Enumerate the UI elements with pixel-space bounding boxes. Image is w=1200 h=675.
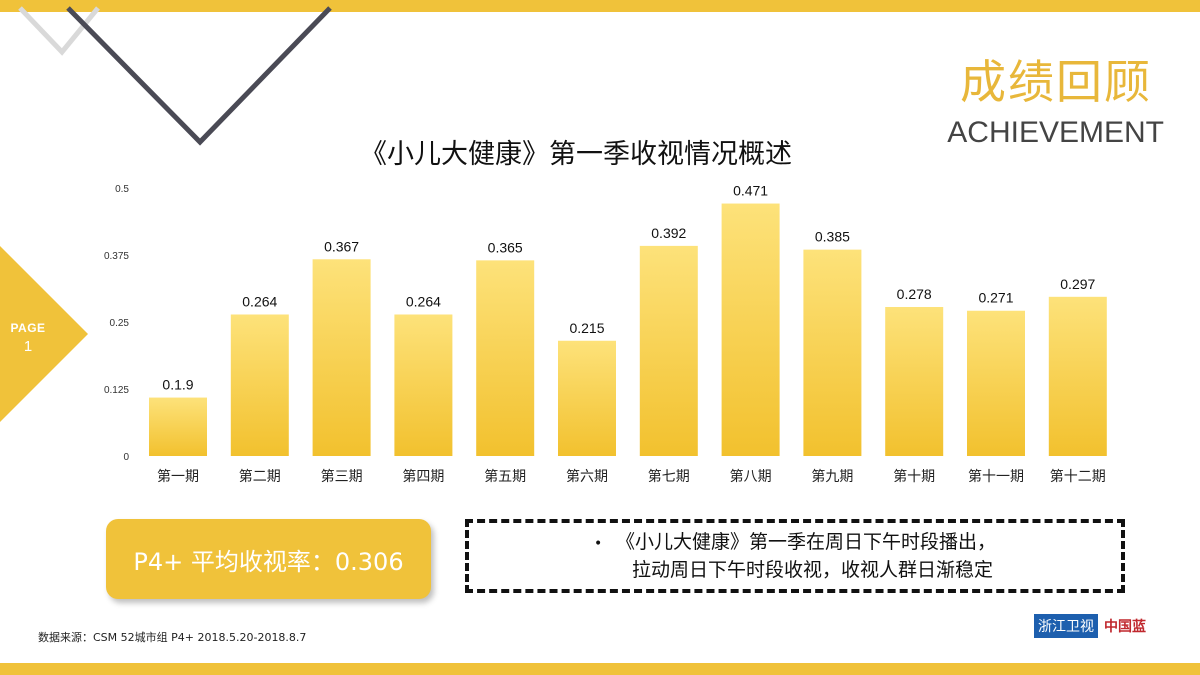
bar-value-label: 0.471 xyxy=(733,183,768,199)
bar xyxy=(312,259,371,456)
x-axis: 第一期 第二期 第三期 第四期 第五期 第六期 第七期 第八期 第九期 第十期 第十一期 第十二期 xyxy=(157,468,1106,485)
bar-value-label: 0.271 xyxy=(978,290,1013,306)
x-tick-label: 第六期 xyxy=(566,468,608,485)
page-number: 1 xyxy=(23,338,33,355)
x-tick-label: 第七期 xyxy=(648,468,690,485)
channel-logo: 浙江卫视 中国蓝 xyxy=(1034,614,1170,638)
x-tick-label: 第四期 xyxy=(402,468,444,485)
bar xyxy=(885,306,944,456)
corner-decoration xyxy=(18,6,332,146)
bar-value-label: 0.385 xyxy=(815,229,850,245)
bar xyxy=(149,397,207,456)
bar xyxy=(1048,296,1107,456)
average-rating-text: P4+ 平均收视率：0.306 xyxy=(133,547,404,576)
bottom-accent-bar xyxy=(0,663,1200,675)
x-tick-label: 第五期 xyxy=(484,468,526,485)
logo-zhejiang: 浙江卫视 xyxy=(1034,614,1098,638)
x-tick-label: 第十期 xyxy=(893,468,935,485)
data-source: 数据来源：CSM 52城市组 P4+ 2018.5.20-2018.8.7 xyxy=(38,631,307,644)
bar-value-label: 0.1.9 xyxy=(162,377,193,393)
note-line-2: 拉动周日下午时段收视，收视人群日渐稳定 xyxy=(631,559,993,581)
bar xyxy=(558,340,616,456)
bar-value-label: 0.297 xyxy=(1060,276,1095,292)
summary-note-box: • 《小儿大健康》第一季在周日下午时段播出， 拉动周日下午时段收视，收视人群日渐稳… xyxy=(465,519,1125,593)
note-line-1: • 《小儿大健康》第一季在周日下午时段播出， xyxy=(594,529,996,557)
bar xyxy=(394,314,453,456)
x-tick-label: 第十一期 xyxy=(968,468,1024,485)
data-labels: 0.1.9 0.264 0.367 0.264 0.365 0.215 0.392 0.471… xyxy=(162,183,1095,393)
y-tick-label: 0.125 xyxy=(104,385,129,396)
y-tick-label: 0.25 xyxy=(110,318,130,329)
bar xyxy=(230,314,289,456)
bar xyxy=(476,260,535,456)
y-tick-label: 0.375 xyxy=(104,251,129,262)
x-tick-label: 第八期 xyxy=(730,468,772,485)
bar xyxy=(639,245,698,456)
bar-value-label: 0.264 xyxy=(406,293,441,309)
bar-value-label: 0.392 xyxy=(651,225,686,241)
bars xyxy=(149,203,1107,456)
x-tick-label: 第二期 xyxy=(239,468,281,485)
bar xyxy=(967,310,1025,456)
bar-value-label: 0.278 xyxy=(897,286,932,302)
logo-china-blue: 中国蓝 xyxy=(1104,619,1146,635)
page-word: PAGE xyxy=(10,321,46,335)
x-tick-label: 第九期 xyxy=(811,468,853,485)
bar xyxy=(803,249,862,456)
top-accent-bar xyxy=(0,0,1200,12)
y-tick-label: 0 xyxy=(123,452,129,463)
bar-value-label: 0.365 xyxy=(488,239,523,255)
y-tick-label: 0.5 xyxy=(115,184,129,195)
bar-value-label: 0.215 xyxy=(569,320,604,336)
x-tick-label: 第三期 xyxy=(321,468,363,485)
note-line-1-text: 《小儿大健康》第一季在周日下午时段播出， xyxy=(615,531,996,553)
bar xyxy=(721,203,780,456)
section-subtitle: ACHIEVEMENT xyxy=(947,116,1164,149)
x-tick-label: 第一期 xyxy=(157,468,199,485)
bullet-icon: • xyxy=(593,536,603,552)
bar-value-label: 0.367 xyxy=(324,238,359,254)
x-tick-label: 第十二期 xyxy=(1050,468,1106,485)
section-title: 成绩回顾 xyxy=(960,55,1152,109)
y-axis: 0 0.125 0.25 0.375 0.5 xyxy=(104,184,129,463)
page-marker-arrow xyxy=(0,246,88,422)
average-rating-card: P4+ 平均收视率：0.306 xyxy=(106,519,431,599)
chart-title: 《小儿大健康》第一季收视情况概述 xyxy=(360,139,792,170)
bar-value-label: 0.264 xyxy=(242,293,277,309)
